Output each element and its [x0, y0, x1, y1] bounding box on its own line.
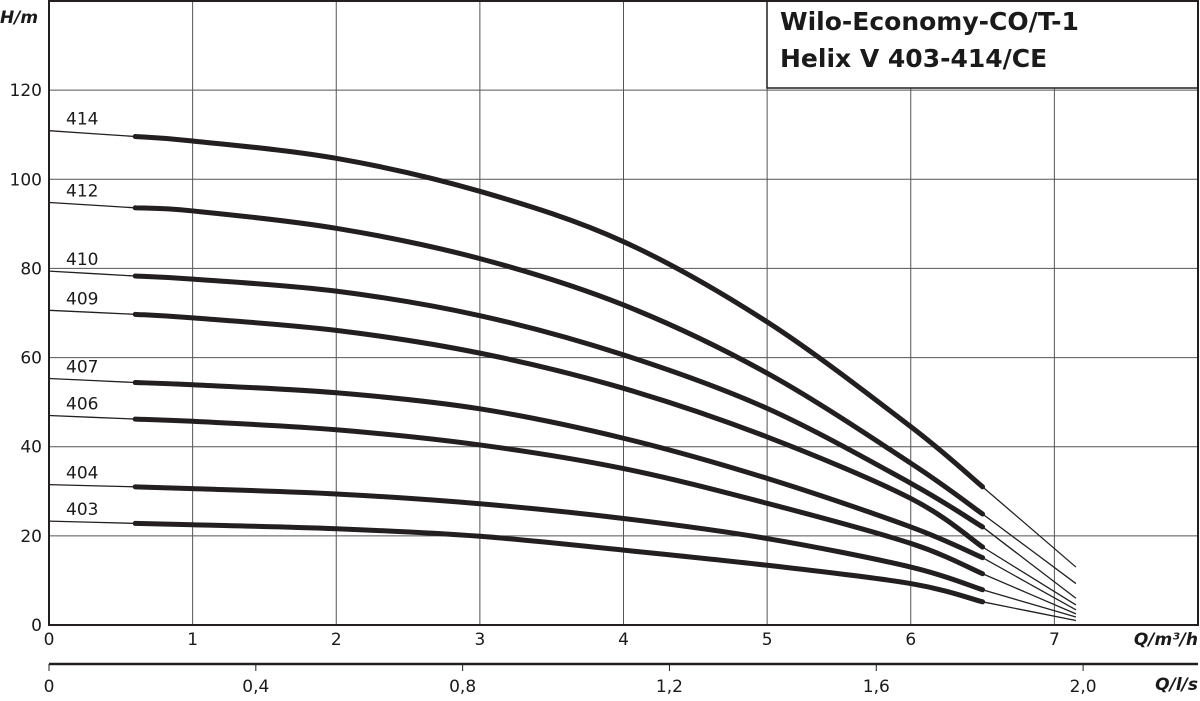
curve-407-start	[48, 377, 136, 384]
curve-403	[132, 520, 986, 605]
title-box: Wilo-Economy-CO/T-1 Helix V 403-414/CE	[766, 0, 1199, 89]
curve-label-410: 410	[66, 250, 98, 270]
curve-410	[132, 273, 986, 530]
curve-label-403: 403	[66, 500, 98, 520]
axes: 0 1 2 3 4 5 6 7 0 20 40 60 80 100 120 0 0,4 0,8 1,2 1,6 2,0	[10, 0, 1199, 697]
curve-407-end	[982, 557, 1077, 611]
x-tick-label: 3	[474, 630, 485, 650]
x-tick-label: 0	[44, 630, 55, 650]
curve-412	[132, 205, 986, 517]
curve-404	[132, 484, 986, 593]
y-tick-label: 60	[20, 349, 42, 369]
y-tick-label: 0	[31, 616, 42, 636]
curve-407	[132, 380, 986, 561]
y-tick-label: 20	[20, 527, 42, 547]
x-tick-label: 6	[905, 630, 916, 650]
curve-label-404: 404	[66, 464, 98, 484]
x2-tick-label: 1,2	[656, 677, 683, 697]
curve-labels: 414 412 410 409 407 406 404 403	[66, 110, 98, 520]
curve-406-start	[48, 414, 136, 420]
x2-tick-label: 0	[44, 677, 55, 697]
x-tick-label: 5	[762, 630, 773, 650]
curve-410-start	[48, 270, 136, 277]
curve-403-start	[48, 520, 136, 525]
x-axis-label: Q/m³/h	[1134, 630, 1198, 650]
y-tick-label: 120	[10, 81, 42, 101]
x-tick-label: 2	[331, 630, 342, 650]
x-tick-label: 7	[1049, 630, 1060, 650]
curve-403-end	[982, 601, 1077, 622]
x2-tick-label: 1,6	[863, 677, 890, 697]
curve-404-end	[982, 589, 1077, 618]
curve-409	[132, 311, 986, 550]
title-line-2: Helix V 403-414/CE	[780, 44, 1047, 73]
curve-409-start	[48, 309, 136, 315]
y-axis-label: H/m	[0, 8, 38, 28]
curve-label-407: 407	[66, 358, 98, 378]
y-tick-label: 80	[20, 259, 42, 279]
grid	[49, 1, 1198, 625]
curve-414-end	[982, 486, 1077, 568]
x2-tick-label: 2,0	[1070, 677, 1097, 697]
curve-409-end	[982, 546, 1077, 606]
curve-406-end	[982, 573, 1077, 615]
x2-tick-label: 0,8	[449, 677, 476, 697]
curve-414	[132, 133, 986, 490]
curve-412-end	[982, 513, 1077, 585]
curve-412-start	[48, 201, 136, 209]
curve-404-start	[48, 483, 136, 488]
curves	[48, 130, 1077, 622]
curve-label-409: 409	[66, 289, 98, 309]
y-tick-label: 40	[20, 438, 42, 458]
plot-frame	[48, 0, 1199, 626]
x-tick-label: 1	[187, 630, 198, 650]
x2-axis-label: Q/l/s	[1155, 675, 1198, 695]
title-line-1: Wilo-Economy-CO/T-1	[780, 7, 1079, 36]
curve-label-412: 412	[66, 181, 98, 201]
x-tick-label: 4	[618, 630, 629, 650]
curve-406	[132, 416, 986, 577]
y-tick-label: 100	[10, 170, 42, 190]
x2-tick-label: 0,4	[242, 677, 269, 697]
curve-label-414: 414	[66, 110, 98, 130]
curve-410-end	[982, 526, 1077, 599]
curve-label-406: 406	[66, 395, 98, 415]
curve-414-start	[48, 130, 136, 138]
